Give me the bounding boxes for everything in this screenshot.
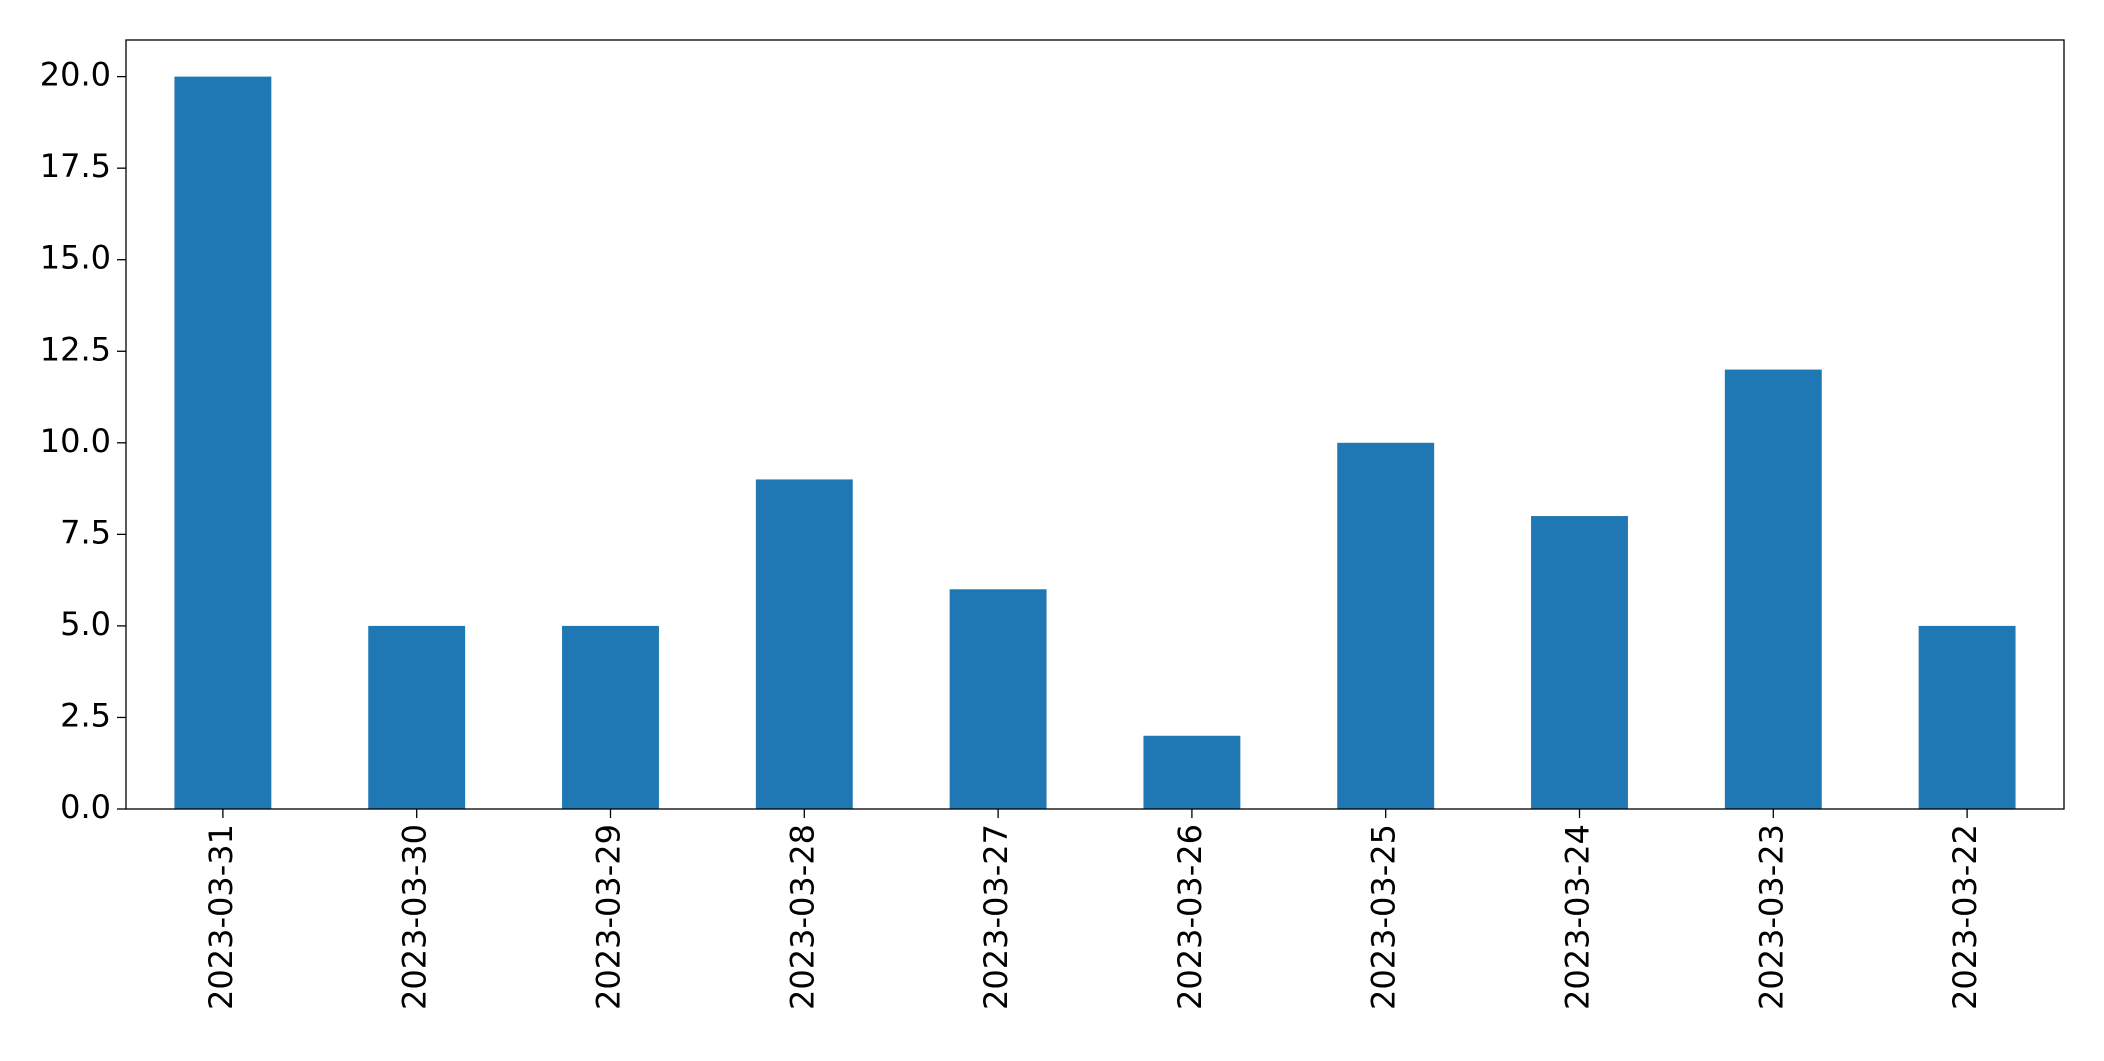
axes-frame — [125, 39, 2065, 810]
y-tick-label: 7.5 — [60, 513, 111, 551]
x-tick-label: 2023-03-23 — [1752, 824, 1790, 1010]
y-tick-label: 17.5 — [40, 147, 111, 185]
y-tick-label: 2.5 — [60, 696, 111, 734]
bar — [1724, 369, 1822, 809]
bar — [368, 625, 466, 809]
x-tick-label: 2023-03-26 — [1171, 824, 1209, 1010]
y-tick-label: 15.0 — [40, 239, 111, 277]
x-tick-label: 2023-03-24 — [1559, 824, 1597, 1010]
bar — [1143, 735, 1241, 809]
bar — [562, 625, 659, 809]
x-tick-label: 2023-03-27 — [977, 824, 1015, 1010]
x-tick-label: 2023-03-22 — [1946, 824, 1984, 1010]
y-tick-label: 0.0 — [60, 788, 111, 826]
bar — [174, 76, 272, 810]
bar — [1337, 442, 1435, 809]
x-tick-label: 2023-03-30 — [396, 824, 434, 1010]
y-tick-label: 20.0 — [40, 56, 111, 94]
y-tick-label: 12.5 — [40, 330, 111, 368]
y-tick-label: 5.0 — [60, 605, 111, 643]
x-tick-label: 2023-03-25 — [1365, 824, 1403, 1010]
bar — [949, 589, 1047, 809]
x-tick-label: 2023-03-31 — [202, 824, 240, 1010]
bar — [755, 479, 853, 809]
bar — [1531, 516, 1628, 809]
bar — [1918, 625, 2016, 809]
y-tick-label: 10.0 — [40, 422, 111, 460]
x-tick-label: 2023-03-28 — [783, 824, 821, 1010]
x-tick-label: 2023-03-29 — [590, 824, 628, 1010]
